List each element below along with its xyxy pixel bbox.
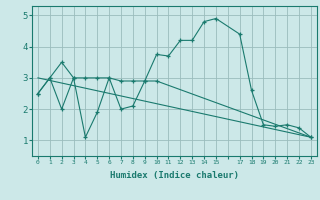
X-axis label: Humidex (Indice chaleur): Humidex (Indice chaleur): [110, 171, 239, 180]
